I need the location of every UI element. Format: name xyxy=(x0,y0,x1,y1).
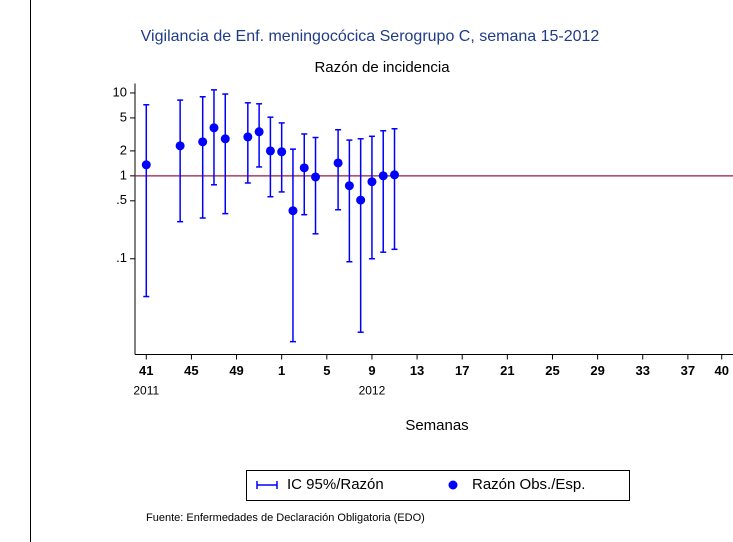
error-bar xyxy=(346,139,353,263)
legend-box xyxy=(246,470,630,501)
point xyxy=(277,147,287,157)
point xyxy=(175,141,185,151)
error-bar xyxy=(368,135,375,260)
legend-point-symbol xyxy=(448,480,458,490)
x-tick-label: 21 xyxy=(500,363,514,378)
source-note: Fuente: Enfermedades de Declaración Obli… xyxy=(146,512,425,524)
year-label: 2011 xyxy=(133,384,159,398)
point xyxy=(198,137,208,147)
x-tick-label: 25 xyxy=(545,363,559,378)
point xyxy=(333,158,343,168)
point xyxy=(390,170,400,180)
error-bar xyxy=(380,129,387,253)
y-tick-label: 1 xyxy=(120,167,127,182)
error-bar xyxy=(222,93,229,215)
error-bar xyxy=(244,102,251,184)
point xyxy=(243,132,253,142)
chart-subtitle: Razón de incidencia xyxy=(314,59,450,76)
x-tick-label: 13 xyxy=(410,363,424,378)
error-bar xyxy=(278,122,285,193)
error-bar xyxy=(301,133,308,216)
y-tick-label: .1 xyxy=(116,250,127,265)
legend-label: Razón Obs./Esp. xyxy=(472,476,585,493)
point xyxy=(344,181,354,191)
point xyxy=(220,134,230,144)
error-bar xyxy=(199,95,206,219)
x-tick-label: 49 xyxy=(229,363,243,378)
x-tick-label: 40 xyxy=(714,363,728,378)
y-tick-label: 2 xyxy=(120,142,127,157)
y-tick-label: 5 xyxy=(120,109,127,124)
x-tick-label: 33 xyxy=(636,363,650,378)
x-tick-label: 1 xyxy=(278,363,285,378)
x-tick-label: 41 xyxy=(139,363,153,378)
x-tick-label: 37 xyxy=(681,363,695,378)
point xyxy=(367,177,377,187)
chart-title: Vigilancia de Enf. meningocócica Serogru… xyxy=(141,28,600,45)
x-tick-label: 45 xyxy=(184,363,198,378)
point xyxy=(378,171,388,181)
error-bar xyxy=(289,148,296,343)
x-axis-title: Semanas xyxy=(405,417,468,434)
x-tick-label: 9 xyxy=(368,363,375,378)
year-label: 2012 xyxy=(359,384,386,398)
point xyxy=(209,123,219,133)
point xyxy=(254,127,264,137)
error-bar xyxy=(143,104,150,298)
error-bar xyxy=(335,128,342,211)
error-bar xyxy=(267,116,274,198)
x-tick-label: 17 xyxy=(455,363,469,378)
error-bar xyxy=(177,99,184,223)
point xyxy=(356,195,366,205)
error-bar xyxy=(391,127,398,251)
point xyxy=(311,172,321,182)
x-tick-label: 5 xyxy=(323,363,330,378)
point xyxy=(288,206,298,216)
y-tick-label: .5 xyxy=(116,192,127,207)
point xyxy=(265,146,275,156)
point xyxy=(141,160,151,170)
legend-label: IC 95%/Razón xyxy=(287,476,384,493)
point xyxy=(299,163,309,173)
error-bar xyxy=(312,136,319,235)
x-tick-label: 29 xyxy=(590,363,604,378)
error-bar xyxy=(210,89,217,186)
error-bar xyxy=(357,138,364,333)
y-tick-label: 10 xyxy=(113,84,127,99)
